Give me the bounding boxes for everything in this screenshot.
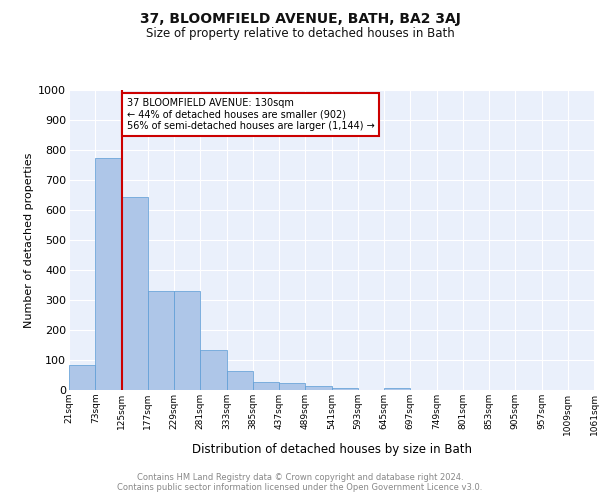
Bar bbox=[227, 372, 253, 390]
Bar bbox=[279, 384, 305, 390]
Bar bbox=[331, 388, 358, 390]
Text: 37, BLOOMFIELD AVENUE, BATH, BA2 3AJ: 37, BLOOMFIELD AVENUE, BATH, BA2 3AJ bbox=[140, 12, 460, 26]
Text: Size of property relative to detached houses in Bath: Size of property relative to detached ho… bbox=[146, 28, 454, 40]
Bar bbox=[148, 291, 174, 390]
Bar bbox=[253, 382, 279, 390]
Bar bbox=[305, 386, 331, 390]
X-axis label: Distribution of detached houses by size in Bath: Distribution of detached houses by size … bbox=[191, 443, 472, 456]
Bar bbox=[69, 364, 95, 390]
Y-axis label: Number of detached properties: Number of detached properties bbox=[24, 152, 34, 328]
Bar bbox=[200, 350, 227, 390]
Text: Contains HM Land Registry data © Crown copyright and database right 2024.
Contai: Contains HM Land Registry data © Crown c… bbox=[118, 473, 482, 492]
Bar bbox=[95, 158, 121, 390]
Text: 37 BLOOMFIELD AVENUE: 130sqm
← 44% of detached houses are smaller (902)
56% of s: 37 BLOOMFIELD AVENUE: 130sqm ← 44% of de… bbox=[127, 98, 374, 130]
Bar bbox=[121, 196, 148, 390]
Bar bbox=[174, 291, 200, 390]
Bar bbox=[384, 388, 410, 390]
